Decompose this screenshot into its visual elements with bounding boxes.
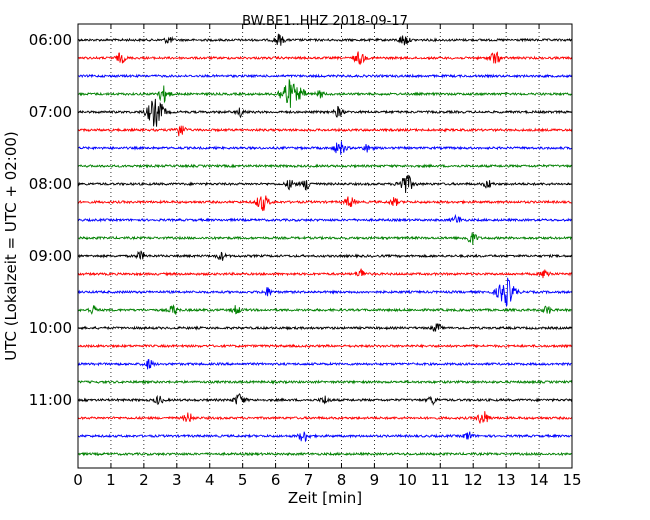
trace-line (77, 343, 573, 349)
x-tick-label: 11 (431, 471, 450, 489)
x-tick-label: 8 (337, 471, 347, 489)
chart-title: BW.BE1..HHZ 2018-09-17 (242, 14, 408, 29)
trace-group (77, 33, 573, 457)
x-tick-label: 13 (497, 471, 516, 489)
y-axis-ticks: 06:00 07:00 08:00 09:00 10:00 11:00 (29, 31, 572, 409)
x-axis-ticks: 0 1 2 3 4 5 6 7 8 9 10 11 12 13 14 15 (73, 24, 582, 489)
y-tick-label: 11:00 (29, 391, 72, 409)
y-tick-label: 07:00 (29, 103, 72, 121)
x-tick-label: 1 (106, 471, 116, 489)
x-axis-label: Zeit [min] (288, 489, 362, 507)
trace-line (77, 79, 573, 108)
trace-line (77, 451, 572, 457)
trace-line (77, 379, 573, 385)
x-tick-label: 2 (139, 471, 149, 489)
trace-line (77, 268, 573, 279)
y-tick-label: 06:00 (29, 31, 72, 49)
y-tick-label: 09:00 (29, 247, 72, 265)
x-tick-label: 9 (370, 471, 380, 489)
y-axis-label: UTC (Lokalzeit = UTC + 02:00) (2, 131, 20, 361)
x-tick-label: 3 (172, 471, 182, 489)
trace-line (77, 358, 572, 370)
trace-line (77, 250, 573, 261)
trace-line (77, 51, 573, 66)
x-tick-label: 10 (398, 471, 417, 489)
trace-line (77, 174, 572, 194)
trace-line (77, 232, 572, 246)
x-tick-label: 7 (304, 471, 314, 489)
x-tick-label: 0 (73, 471, 83, 489)
x-tick-label: 6 (271, 471, 281, 489)
trace-line (77, 73, 573, 79)
x-tick-label: 15 (562, 471, 581, 489)
trace-line (77, 277, 573, 308)
trace-line (77, 163, 573, 169)
trace-line (77, 98, 573, 127)
x-tick-label: 5 (238, 471, 248, 489)
trace-line (77, 411, 573, 424)
trace-line (77, 33, 573, 46)
trace-line (77, 393, 573, 406)
trace-line (77, 125, 573, 137)
y-tick-label: 08:00 (29, 175, 72, 193)
x-tick-label: 4 (205, 471, 215, 489)
x-tick-label: 12 (464, 471, 483, 489)
x-tick-label: 14 (530, 471, 549, 489)
trace-line (77, 431, 573, 443)
trace-line (77, 304, 573, 315)
trace-line (77, 195, 572, 212)
trace-line (77, 141, 572, 155)
trace-line (77, 213, 573, 223)
trace-line (77, 323, 573, 333)
plot-frame (77, 23, 573, 469)
y-tick-label: 10:00 (29, 319, 72, 337)
